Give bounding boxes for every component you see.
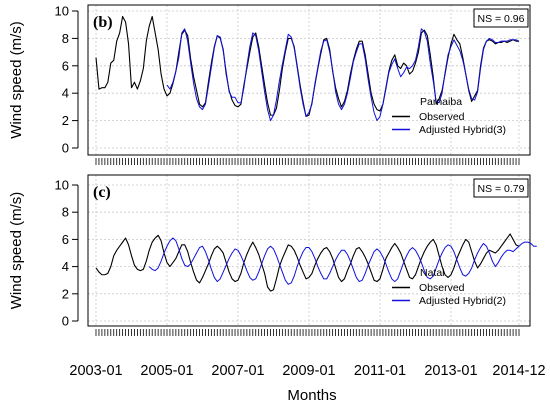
y-tick-label: 6 — [62, 232, 69, 247]
x-tick-label: 2014-12 — [492, 363, 545, 379]
y-tick-label: 2 — [62, 113, 69, 128]
x-tick-label: 2013-01 — [424, 363, 477, 379]
legend-entry: Adjusted Hybrid(3) — [419, 124, 506, 136]
y-tick-label: 0 — [62, 141, 69, 156]
panel-tag: (c) — [93, 184, 111, 201]
y-tick-label: 4 — [62, 259, 69, 274]
panel-c-natal: 0 2 4 6 8 10 Wind speed (m/s) (c) NS = 0.79 Natal… — [8, 174, 537, 336]
y-axis-label: Wind speed (m/s) — [8, 21, 25, 139]
y-tick-label: 4 — [62, 86, 69, 101]
series-line-adjusted-hybrid — [148, 237, 537, 285]
ns-value: NS = 0.79 — [478, 183, 525, 195]
legend-entry: Adjusted Hybrid(2) — [419, 295, 506, 307]
y-tick-label: 6 — [62, 58, 69, 73]
ns-value: NS = 0.96 — [478, 13, 525, 25]
series-line-observed — [95, 233, 520, 292]
shared-x-axis: 2003-01 2005-01 2007-01 2009-01 2011-01 2013-… — [69, 363, 545, 379]
series-line-observed — [95, 15, 519, 118]
plot-frame — [87, 174, 531, 327]
y-tick-label: 10 — [55, 178, 69, 193]
legend-entry: Observed — [419, 282, 465, 294]
x-tick-label: 2007-01 — [211, 363, 264, 379]
legend-station-title: Natal — [420, 267, 445, 279]
legend-station-title: Parnaiba — [420, 96, 462, 108]
panel-tag: (b) — [93, 14, 113, 31]
x-axis-label: Months — [287, 387, 336, 404]
x-tick-label: 2003-01 — [69, 363, 122, 379]
y-tick-label: 0 — [62, 314, 69, 329]
x-tick-label: 2009-01 — [282, 363, 335, 379]
x-tick-label: 2011-01 — [354, 363, 406, 379]
series-line-adjusted-hybrid — [166, 28, 520, 122]
ns-box — [473, 178, 529, 198]
ns-box — [473, 8, 529, 28]
y-axis-label: Wind speed (m/s) — [8, 192, 25, 310]
x-tick-label: 2005-01 — [140, 363, 193, 379]
plot-frame — [87, 4, 531, 156]
panel-b-parnaiba: 0 2 4 6 8 10 Wind speed (m/s) (b) NS = 0.96 Parna… — [8, 4, 531, 165]
legend-entry: Observed — [419, 111, 465, 123]
y-tick-label: 10 — [55, 4, 69, 19]
y-tick-label: 2 — [62, 286, 69, 301]
y-tick-label: 8 — [62, 31, 69, 46]
y-tick-label: 8 — [62, 205, 69, 220]
